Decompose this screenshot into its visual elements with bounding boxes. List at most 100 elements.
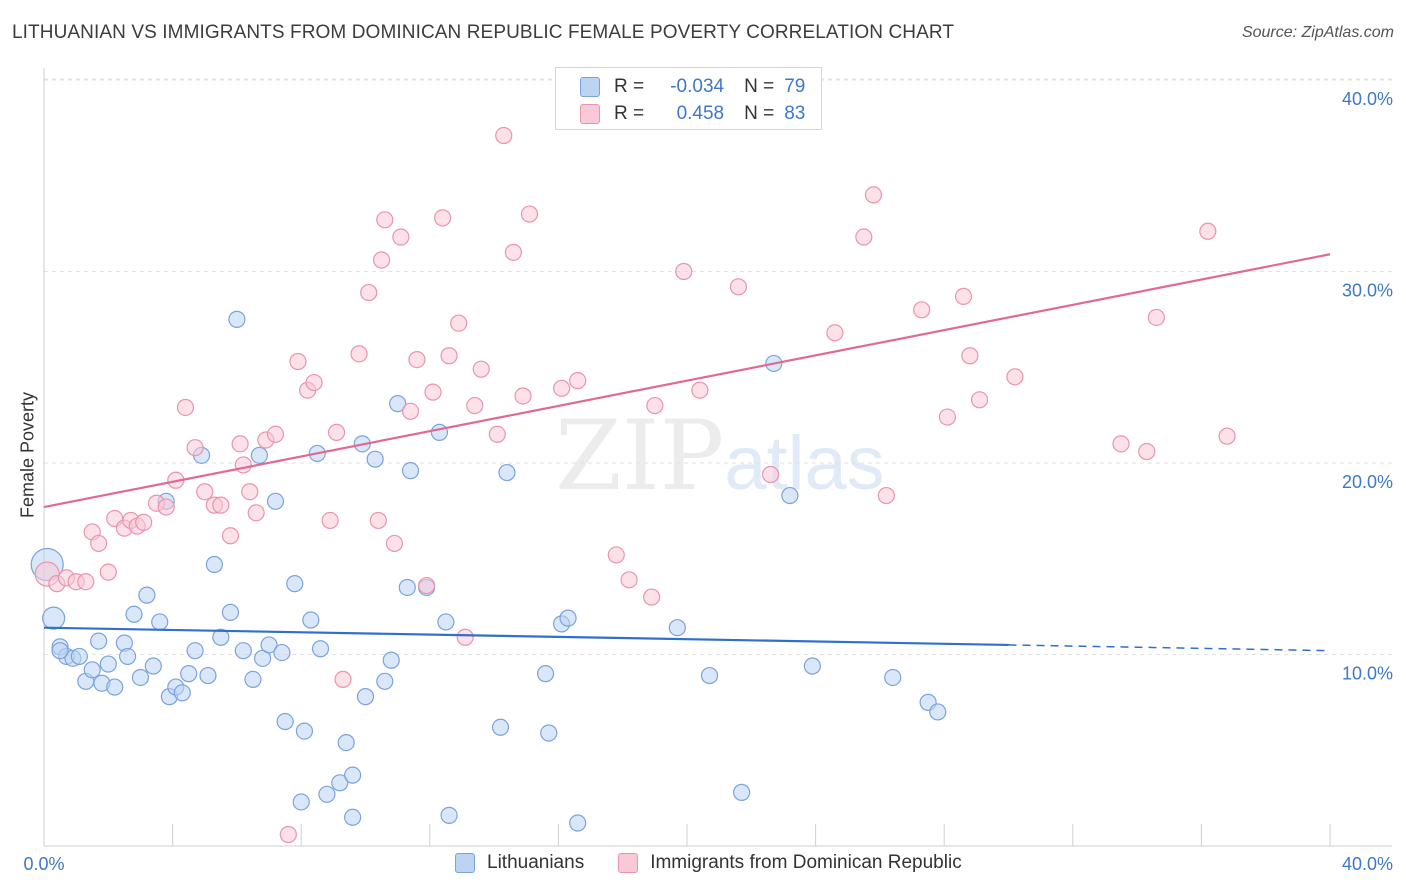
dominican-point	[99, 563, 117, 581]
dominican-point	[135, 513, 153, 531]
y-tick-label: 30.0%	[1342, 281, 1393, 301]
source-label: Source: ZipAtlas.com	[1241, 24, 1394, 41]
dominican-point	[360, 283, 378, 302]
dominican-point	[488, 425, 506, 443]
dominican-point	[607, 546, 625, 564]
legend-r-value: -0.034	[670, 76, 725, 97]
lithuanians-swatch	[580, 77, 600, 97]
lithuanian-point	[260, 636, 278, 654]
dominican-point	[1147, 308, 1165, 327]
lithuanian-point	[700, 666, 719, 685]
legend-n-label: N =	[744, 103, 775, 124]
dominican-point	[913, 301, 931, 319]
dominican-point	[186, 439, 204, 457]
dominican-point	[221, 527, 240, 545]
lithuanian-point	[244, 670, 262, 688]
dominican-point	[1112, 435, 1130, 453]
dominican-point	[392, 228, 410, 246]
lithuanian-point	[344, 808, 362, 826]
lithuanian-point	[221, 603, 240, 621]
dominican-point	[514, 387, 532, 405]
x-tick-label: 0.0%	[23, 854, 64, 874]
dominican-point	[729, 278, 748, 296]
lithuanian-point	[83, 661, 101, 679]
y-tick-label: 10.0%	[1342, 664, 1393, 684]
lithuanian-point	[90, 632, 108, 650]
dominican-point	[417, 576, 436, 595]
lithuanian-point	[559, 609, 577, 627]
lithuanian-trend-line	[43, 626, 1009, 647]
dominican-point	[369, 511, 387, 530]
dominican-legend-swatch	[618, 853, 639, 873]
dominican-point	[1199, 222, 1217, 240]
dominican-point	[520, 205, 539, 223]
dominican-point	[157, 498, 175, 516]
lithuanian-point	[398, 578, 416, 597]
dominican-point	[424, 383, 442, 401]
y-tick-label: 20.0%	[1342, 472, 1393, 492]
lithuanian-point	[131, 668, 150, 687]
watermark: ZIPatlas	[555, 400, 885, 512]
lithuanian-point	[266, 492, 285, 510]
lithuanian-point	[569, 814, 587, 832]
dominican-point	[1006, 368, 1024, 386]
lithuanian-point	[437, 613, 455, 631]
series-legend: Lithuanians Immigrants from Dominican Re…	[455, 852, 996, 874]
legend-label-dominican: Immigrants from Dominican Republic	[650, 852, 962, 873]
dominican-point	[954, 287, 973, 305]
legend-n-value: 79	[784, 76, 806, 97]
legend-label-lithuanians: Lithuanians	[487, 852, 585, 873]
lithuanian-point	[295, 722, 314, 740]
dominican-point	[864, 186, 883, 204]
dominican-point	[646, 396, 664, 415]
dominican-point	[334, 670, 352, 688]
legend-r-label: R =	[614, 103, 645, 124]
lithuanian-point	[884, 668, 902, 687]
y-tick-label: 40.0%	[1342, 89, 1393, 109]
dominican-point	[176, 398, 195, 417]
lithuanian-point	[668, 619, 686, 637]
lithuanian-point	[199, 666, 217, 685]
lithuanian-point	[118, 647, 137, 666]
dominican-point	[440, 347, 458, 365]
lithuanian-point	[401, 462, 420, 480]
lithuanian-point	[733, 783, 751, 801]
dominican-point	[385, 534, 404, 553]
dominican-point	[938, 408, 957, 426]
lithuanian-point	[536, 665, 555, 683]
lithuanian-point	[781, 486, 799, 505]
lithuanian-point	[99, 655, 117, 673]
lithuanian-point	[311, 640, 330, 658]
correlation-legend: R = -0.034 N = 79 R = 0.458 N = 83	[555, 67, 822, 130]
dominican-point	[401, 402, 420, 420]
dominican-point	[504, 243, 522, 261]
dominican-point	[553, 379, 571, 397]
lithuanian-point	[337, 733, 355, 752]
dominican-point	[289, 352, 307, 371]
dominican-point	[472, 360, 490, 378]
legend-row-lithuanians: R = -0.034 N = 79	[580, 74, 805, 100]
dominican-point	[961, 347, 979, 365]
legend-item-lithuanians[interactable]: Lithuanians	[455, 852, 584, 874]
dominican-swatch	[580, 104, 600, 124]
lithuanian-point	[331, 774, 349, 792]
lithuanian-point	[276, 712, 294, 731]
lithuanian-point	[234, 642, 252, 660]
lithuanian-point	[302, 611, 320, 629]
dominican-point	[450, 314, 468, 332]
y-axis-label: Female Poverty	[17, 391, 38, 519]
dominican-point	[231, 435, 249, 453]
dominican-point	[266, 425, 285, 443]
dominican-point	[376, 211, 394, 229]
lithuanian-point	[286, 575, 304, 593]
legend-item-dominican[interactable]: Immigrants from Dominican Republic	[618, 852, 962, 874]
legend-r-label: R =	[614, 76, 645, 97]
lithuanian-point	[344, 766, 362, 784]
dominican-point	[234, 456, 252, 474]
dominican-point	[196, 483, 214, 501]
lithuanian-point	[273, 643, 291, 662]
lithuanian-point	[318, 785, 336, 803]
lithuanian-point	[173, 684, 191, 702]
lithuanian-point	[212, 628, 230, 646]
dominican-point	[350, 345, 368, 363]
